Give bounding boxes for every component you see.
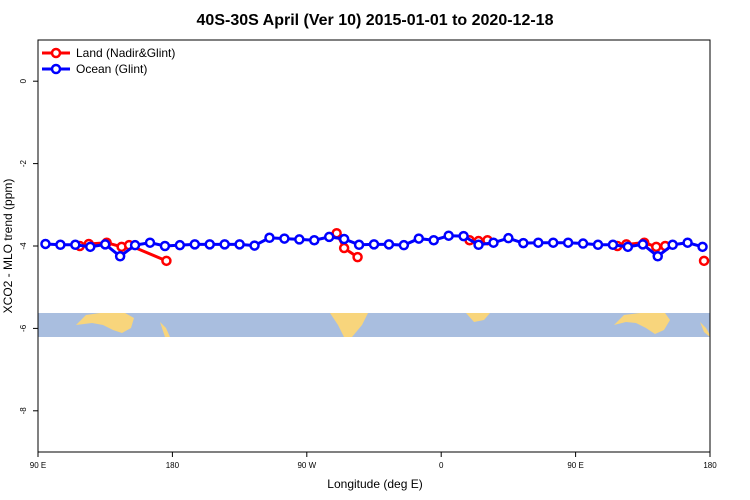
point bbox=[55, 239, 66, 251]
point bbox=[159, 240, 171, 252]
point bbox=[338, 233, 350, 245]
map-strip bbox=[38, 313, 710, 337]
point bbox=[40, 238, 51, 250]
x-tick-label: 180 bbox=[703, 461, 717, 470]
y-tick-label: -8 bbox=[19, 407, 28, 415]
point bbox=[518, 237, 529, 249]
x-tick-label: 0 bbox=[439, 461, 444, 470]
point bbox=[428, 234, 439, 246]
point bbox=[144, 237, 156, 248]
point bbox=[667, 239, 678, 251]
legend-marker bbox=[50, 63, 62, 75]
point bbox=[352, 251, 363, 263]
point bbox=[204, 239, 215, 250]
point bbox=[488, 237, 499, 248]
point bbox=[189, 239, 201, 250]
y-tick-label: -2 bbox=[19, 159, 28, 167]
point bbox=[174, 239, 186, 251]
point bbox=[323, 231, 335, 243]
point bbox=[562, 237, 574, 248]
point bbox=[338, 242, 350, 254]
x-tick-label: 90 E bbox=[30, 461, 46, 470]
y-axis-label: XCO2 - MLO trend (ppm) bbox=[1, 179, 15, 314]
point bbox=[650, 241, 662, 253]
point bbox=[294, 234, 305, 245]
x-axis-label: Longitude (deg E) bbox=[327, 477, 422, 491]
point bbox=[264, 232, 275, 244]
point bbox=[577, 238, 589, 249]
point bbox=[70, 239, 81, 251]
point bbox=[249, 240, 260, 251]
y-tick-label: -6 bbox=[19, 324, 28, 332]
point bbox=[607, 239, 619, 251]
point bbox=[682, 237, 693, 248]
legend-marker bbox=[50, 47, 62, 59]
point bbox=[85, 241, 96, 253]
legend-label: Ocean (Glint) bbox=[76, 62, 147, 76]
y-tick-label: 0 bbox=[19, 78, 28, 83]
point bbox=[353, 239, 365, 251]
point bbox=[234, 239, 245, 250]
legend-label: Land (Nadir&Glint) bbox=[76, 46, 175, 60]
point bbox=[458, 230, 469, 242]
point bbox=[503, 232, 514, 244]
point bbox=[279, 233, 290, 244]
point bbox=[99, 239, 111, 250]
point bbox=[533, 237, 544, 248]
y-tick-label: -4 bbox=[19, 242, 28, 250]
x-tick-label: 90 W bbox=[297, 461, 316, 470]
chart-title: 40S-30S April (Ver 10) 2015-01-01 to 202… bbox=[197, 12, 554, 29]
point bbox=[219, 239, 230, 250]
point bbox=[383, 239, 395, 250]
x-tick-label: 90 E bbox=[567, 461, 583, 470]
point bbox=[547, 237, 559, 248]
x-tick-label: 180 bbox=[166, 461, 180, 470]
point bbox=[652, 251, 663, 262]
point bbox=[129, 239, 141, 251]
point bbox=[592, 239, 604, 251]
point bbox=[114, 251, 126, 262]
point bbox=[622, 241, 634, 253]
point bbox=[637, 239, 649, 250]
point bbox=[698, 255, 710, 267]
point bbox=[443, 230, 454, 241]
point bbox=[697, 241, 708, 253]
point bbox=[368, 239, 380, 250]
point bbox=[413, 233, 425, 244]
point bbox=[161, 255, 172, 267]
point bbox=[398, 239, 410, 251]
point bbox=[309, 234, 320, 246]
point bbox=[473, 239, 484, 251]
